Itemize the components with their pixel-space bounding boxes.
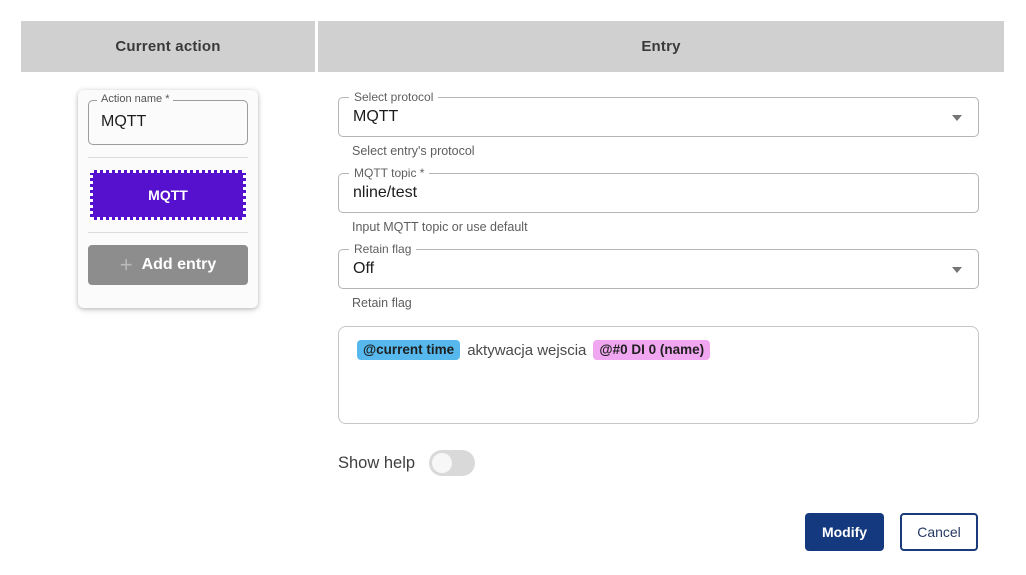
plus-icon: +	[119, 252, 133, 277]
action-name-label: Action name *	[97, 93, 174, 105]
mqtt-topic-field[interactable]: MQTT topic * nline/test	[338, 166, 979, 213]
show-help-toggle[interactable]	[429, 450, 476, 476]
show-help-row: Show help	[338, 449, 476, 477]
current-action-header: Current action	[21, 21, 315, 72]
toggle-knob-icon	[432, 453, 453, 473]
entry-header-label: Entry	[641, 38, 681, 55]
entry-header: Entry	[318, 21, 1004, 72]
retain-flag-label: Retain flag	[349, 242, 417, 256]
action-name-value: MQTT	[101, 113, 147, 130]
add-entry-button[interactable]: + Add entry	[88, 245, 248, 285]
select-protocol-value: MQTT	[353, 108, 399, 125]
mqtt-topic-helper: Input MQTT topic or use default	[352, 220, 528, 234]
message-chip[interactable]: @#0 DI 0 (name)	[593, 340, 711, 360]
mqtt-topic-value: nline/test	[353, 184, 418, 201]
show-help-label: Show help	[338, 453, 416, 472]
message-content: @current time aktywacja wejscia @#0 DI 0 (…	[357, 340, 960, 360]
retain-flag-value: Off	[353, 260, 375, 277]
card-divider-top	[88, 157, 248, 158]
retain-flag-helper: Retain flag	[352, 296, 412, 310]
current-action-card: Action name * MQTT MQTT + Add entry	[78, 90, 258, 308]
select-protocol-helper: Select entry's protocol	[352, 144, 475, 158]
add-entry-label: Add entry	[141, 256, 217, 273]
cancel-button[interactable]: Cancel	[900, 513, 978, 551]
retain-flag-dropdown[interactable]: Retain flag Off	[338, 242, 979, 289]
message-text: aktywacja wejscia	[467, 341, 587, 359]
mqtt-topic-label: MQTT topic *	[349, 166, 430, 180]
select-protocol-dropdown[interactable]: Select protocol MQTT	[338, 90, 979, 137]
current-action-header-label: Current action	[115, 38, 221, 55]
message-editor[interactable]: @current time aktywacja wejscia @#0 DI 0 (…	[338, 326, 979, 424]
entry-mqtt-button-label: MQTT	[148, 187, 188, 203]
chevron-down-icon[interactable]	[952, 115, 962, 121]
chevron-down-icon[interactable]	[952, 267, 962, 273]
message-chip[interactable]: @current time	[357, 340, 461, 360]
card-divider-bottom	[88, 232, 248, 233]
select-protocol-label: Select protocol	[349, 90, 439, 104]
entry-mqtt-button[interactable]: MQTT	[90, 170, 246, 220]
modify-button[interactable]: Modify	[805, 513, 884, 551]
action-name-field[interactable]: Action name * MQTT	[88, 93, 248, 145]
